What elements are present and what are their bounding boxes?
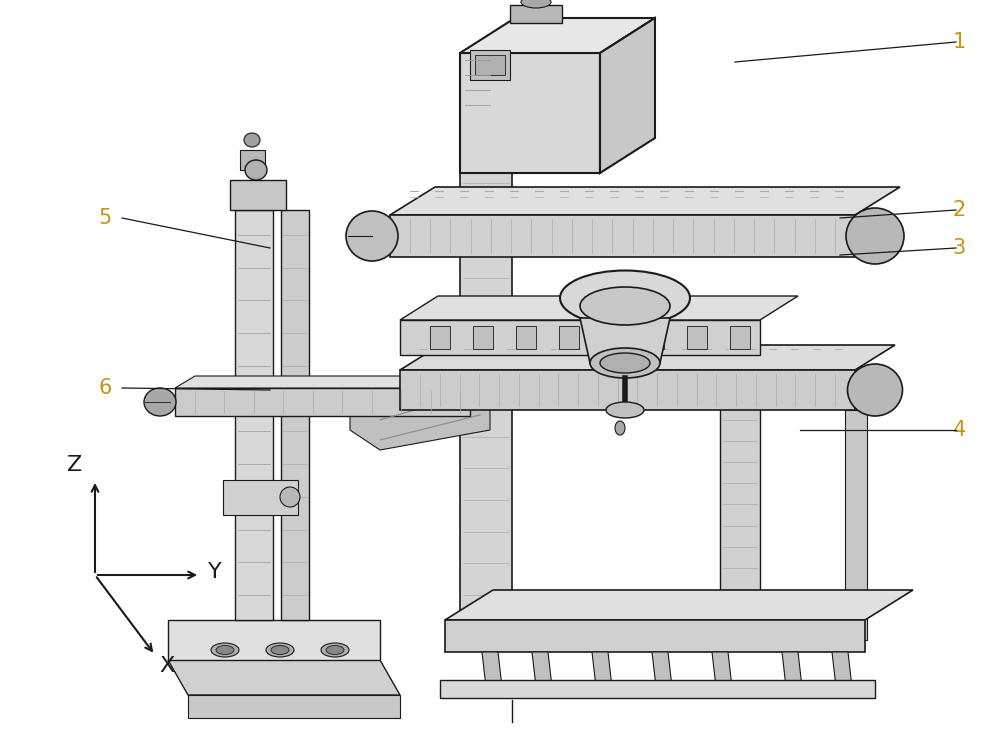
Polygon shape <box>168 660 400 695</box>
Polygon shape <box>712 652 732 687</box>
Polygon shape <box>460 158 512 620</box>
Polygon shape <box>188 695 400 718</box>
Ellipse shape <box>848 364 902 416</box>
Polygon shape <box>350 388 490 450</box>
Ellipse shape <box>266 643 294 657</box>
Text: Z: Z <box>67 455 83 475</box>
Polygon shape <box>390 187 900 215</box>
Bar <box>845 410 867 640</box>
Text: 3: 3 <box>953 238 966 258</box>
Bar <box>240 150 265 170</box>
Polygon shape <box>400 345 895 370</box>
Polygon shape <box>460 53 600 173</box>
Bar <box>470 50 510 80</box>
Polygon shape <box>652 652 672 687</box>
Bar <box>687 326 707 349</box>
Polygon shape <box>281 210 309 620</box>
Bar <box>445 620 865 652</box>
Bar <box>559 326 579 349</box>
Polygon shape <box>175 376 490 388</box>
Ellipse shape <box>521 0 551 8</box>
Polygon shape <box>532 652 552 687</box>
Bar <box>644 326 664 349</box>
Ellipse shape <box>580 287 670 325</box>
Bar <box>230 180 286 210</box>
Ellipse shape <box>245 160 267 180</box>
Polygon shape <box>720 400 760 630</box>
Bar <box>516 326 536 349</box>
Text: 6: 6 <box>99 378 112 398</box>
Bar <box>601 326 621 349</box>
Polygon shape <box>175 388 470 416</box>
Ellipse shape <box>271 646 289 655</box>
Bar <box>475 55 505 75</box>
Bar <box>223 480 298 515</box>
Polygon shape <box>592 652 612 687</box>
Polygon shape <box>445 590 913 620</box>
Polygon shape <box>460 18 655 53</box>
Text: 1: 1 <box>953 32 966 52</box>
Polygon shape <box>400 370 855 410</box>
Polygon shape <box>782 652 802 687</box>
Polygon shape <box>168 620 380 660</box>
Bar <box>440 680 875 698</box>
Polygon shape <box>482 652 502 687</box>
Ellipse shape <box>321 643 349 657</box>
Ellipse shape <box>244 133 260 147</box>
Ellipse shape <box>346 211 398 261</box>
Polygon shape <box>400 296 798 320</box>
Ellipse shape <box>600 353 650 373</box>
Ellipse shape <box>326 646 344 655</box>
Bar <box>460 78 512 158</box>
Polygon shape <box>580 318 670 363</box>
Ellipse shape <box>144 388 176 416</box>
Polygon shape <box>235 210 273 620</box>
Polygon shape <box>832 652 852 687</box>
Bar <box>473 326 493 349</box>
Polygon shape <box>400 320 760 355</box>
Ellipse shape <box>280 487 300 507</box>
Text: 4: 4 <box>953 420 966 440</box>
Text: 2: 2 <box>953 200 966 220</box>
Ellipse shape <box>560 271 690 325</box>
Polygon shape <box>600 18 655 173</box>
Text: 5: 5 <box>99 208 112 228</box>
Ellipse shape <box>211 643 239 657</box>
Ellipse shape <box>590 348 660 378</box>
Ellipse shape <box>846 208 904 264</box>
Bar <box>730 326 750 349</box>
Text: X: X <box>159 656 175 676</box>
Ellipse shape <box>615 421 625 435</box>
Ellipse shape <box>606 402 644 418</box>
Polygon shape <box>390 215 855 257</box>
Bar <box>430 326 450 349</box>
Bar <box>510 5 562 23</box>
Text: Y: Y <box>208 562 222 582</box>
Ellipse shape <box>216 646 234 655</box>
